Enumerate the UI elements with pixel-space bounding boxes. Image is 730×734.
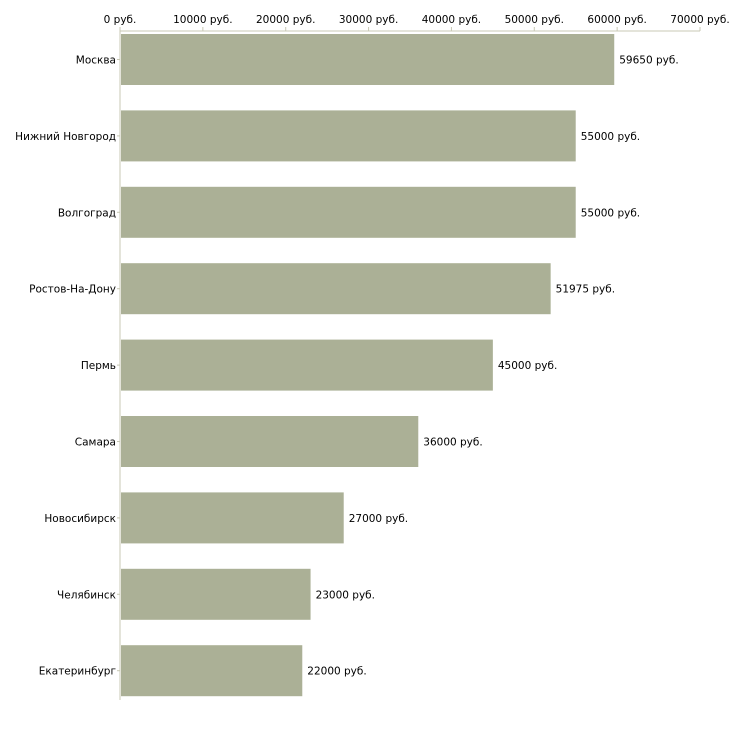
value-label: 51975 руб. <box>556 284 615 296</box>
bar <box>121 110 576 162</box>
bar <box>121 568 311 620</box>
x-tick-label: 60000 руб. <box>587 14 646 26</box>
value-label: 59650 руб. <box>619 55 678 67</box>
value-label: 27000 руб. <box>349 513 408 525</box>
x-tick-label: 70000 руб. <box>670 14 729 26</box>
x-tick-label: 20000 руб. <box>256 14 315 26</box>
bar <box>121 263 551 315</box>
category-label: Волгоград <box>58 207 116 219</box>
x-tick-label: 50000 руб. <box>505 14 564 26</box>
value-label: 55000 руб. <box>581 131 640 143</box>
x-tick-label: 30000 руб. <box>339 14 398 26</box>
bar <box>121 645 303 697</box>
bar <box>121 186 576 238</box>
x-tick-label: 0 руб. <box>104 14 137 26</box>
category-label: Новосибирск <box>44 513 116 525</box>
category-label: Челябинск <box>57 589 116 601</box>
category-label: Москва <box>76 55 116 67</box>
value-label: 45000 руб. <box>498 360 557 372</box>
value-label: 55000 руб. <box>581 207 640 219</box>
value-label: 22000 руб. <box>307 666 366 678</box>
category-label: Екатеринбург <box>39 666 116 678</box>
bar <box>121 492 344 544</box>
value-label: 23000 руб. <box>316 589 375 601</box>
bar <box>121 34 615 85</box>
x-tick-label: 10000 руб. <box>173 14 232 26</box>
category-label: Ростов-На-Дону <box>29 284 116 296</box>
bar <box>121 416 419 467</box>
category-label: Пермь <box>81 360 116 372</box>
value-label: 36000 руб. <box>423 437 482 449</box>
category-label: Самара <box>75 437 116 449</box>
x-tick-label: 40000 руб. <box>422 14 481 26</box>
bar <box>121 339 493 391</box>
category-label: Нижний Новгород <box>15 131 116 143</box>
